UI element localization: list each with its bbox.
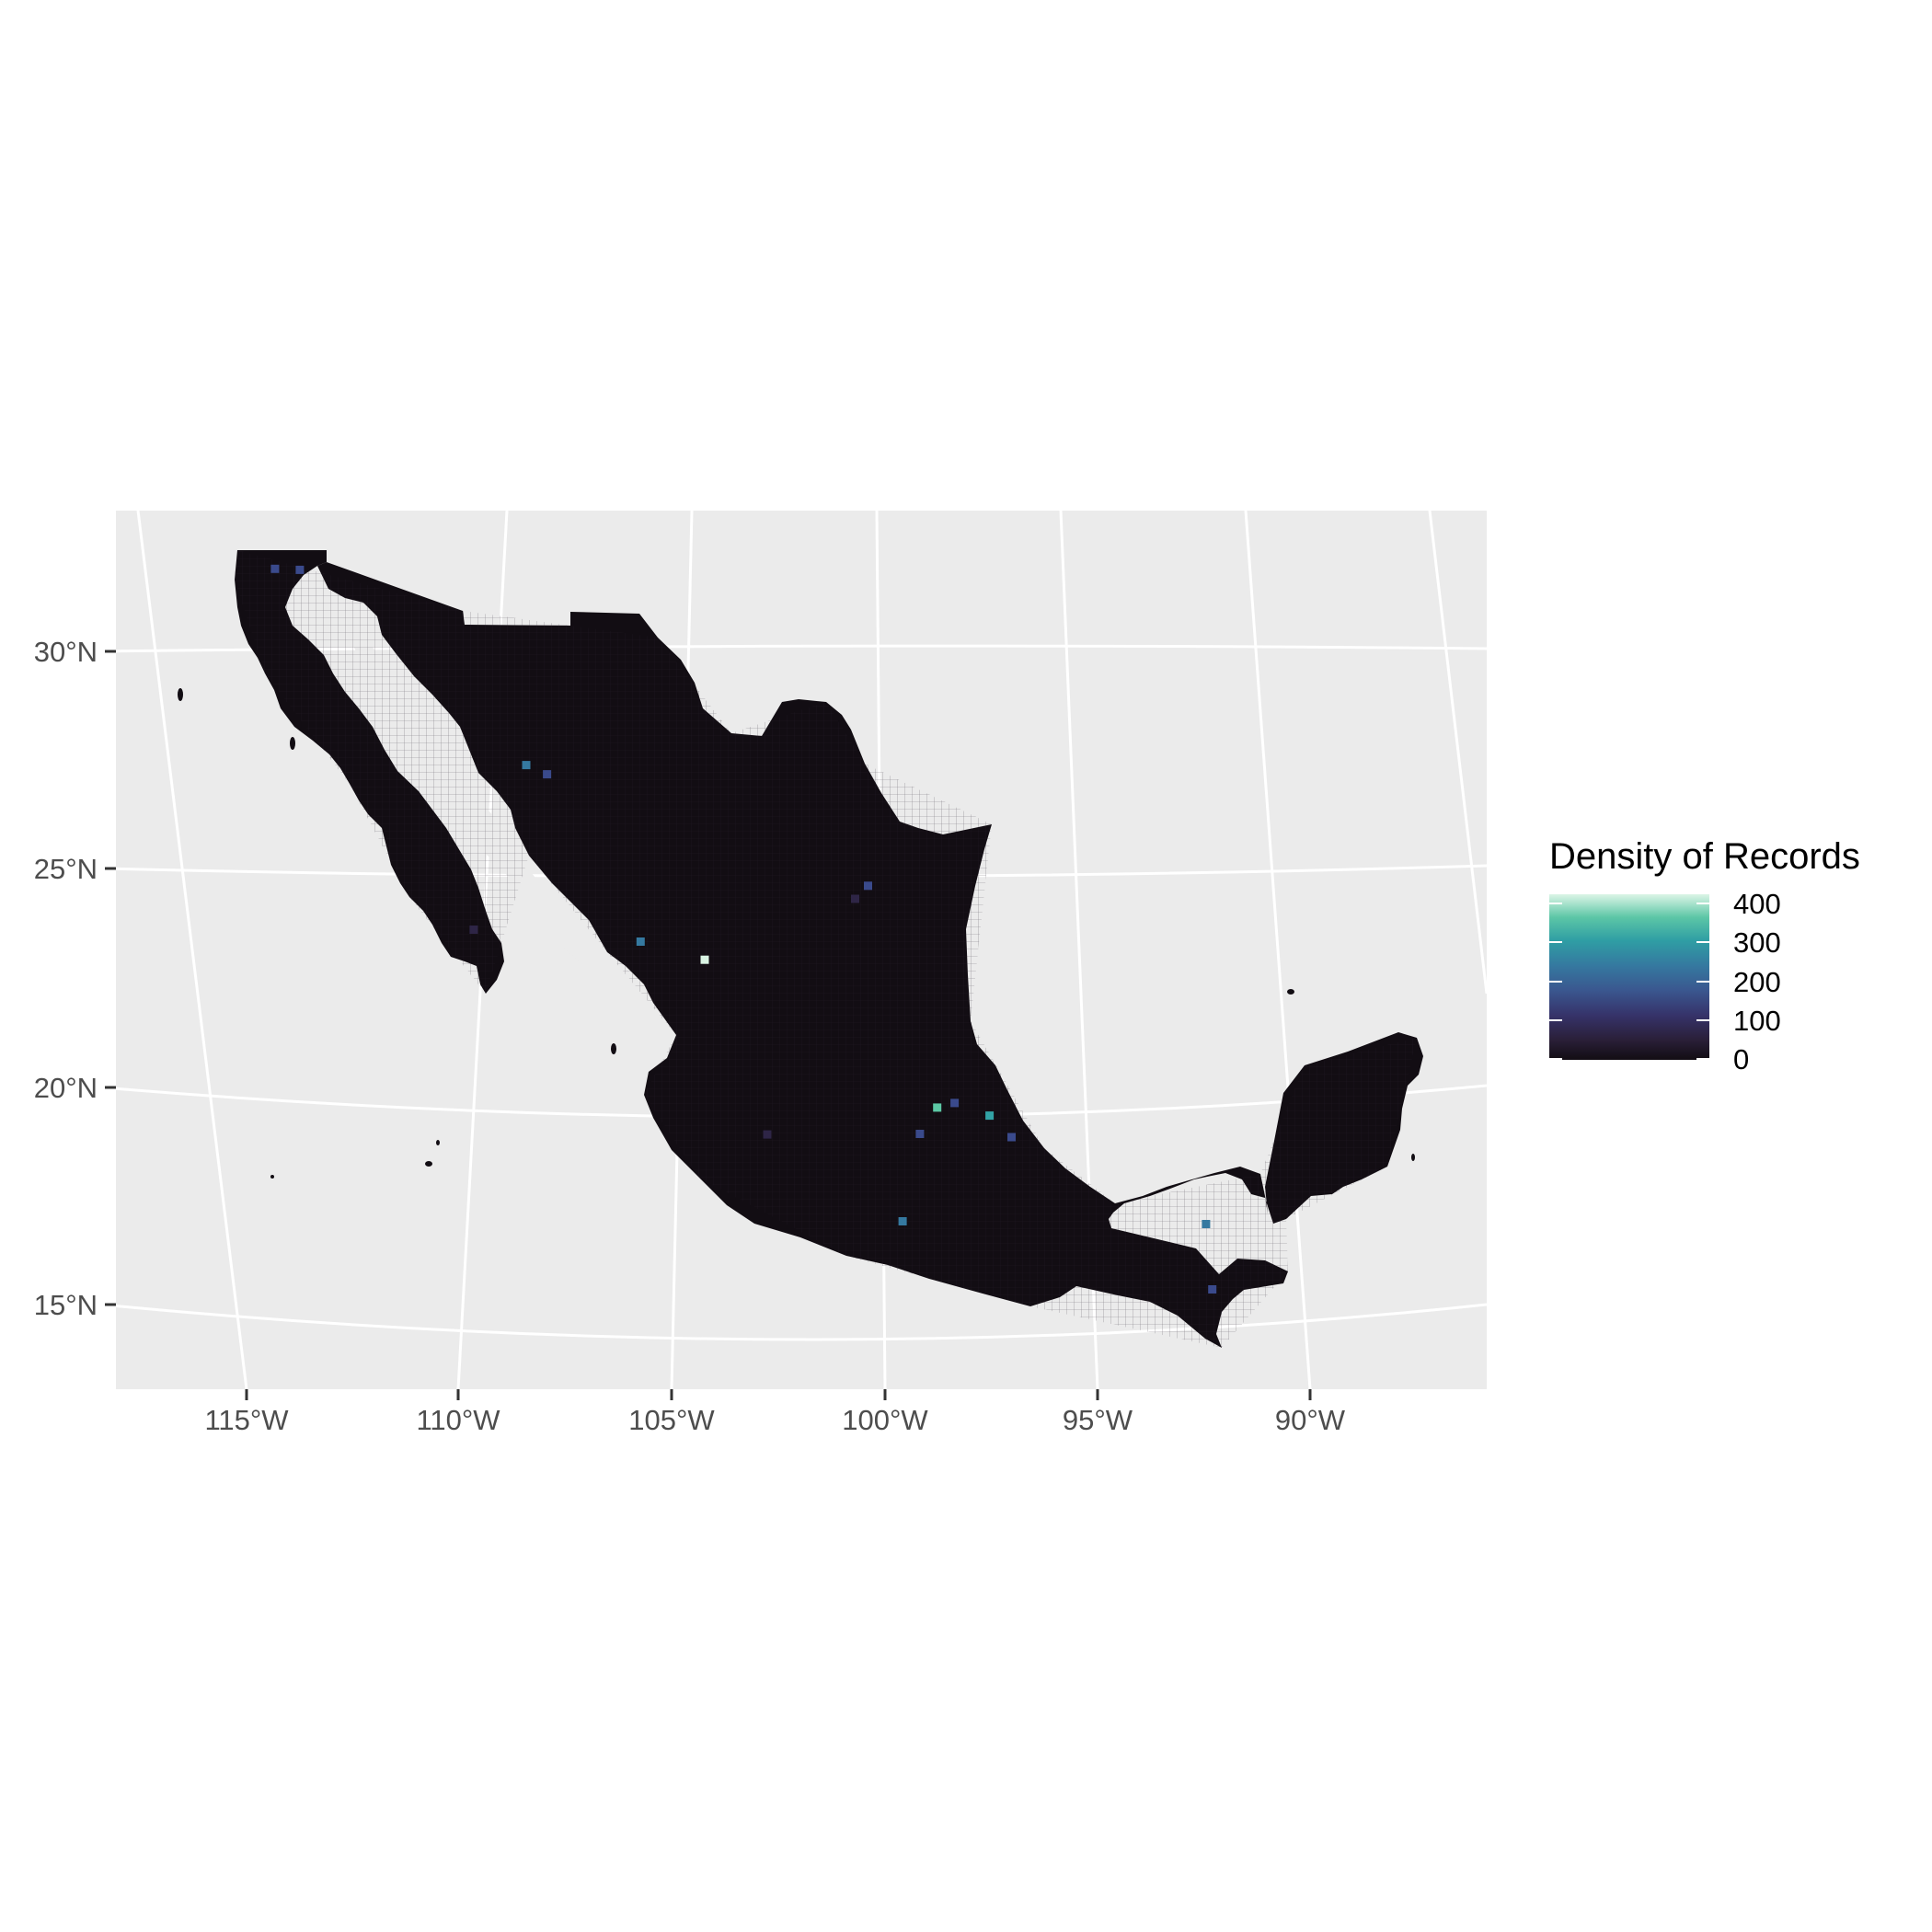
hotspot-cells [270, 564, 1217, 1294]
x-tick-95w: 95°W [1063, 1404, 1133, 1436]
y-tick-30n: 30°N [34, 636, 98, 668]
x-tick-105w: 105°W [628, 1404, 715, 1436]
hotspot-cell-7 [864, 881, 872, 891]
island-7 [270, 1175, 274, 1179]
hotspot-cell-16 [763, 1130, 772, 1139]
island-3 [611, 1043, 616, 1054]
y-tick-25n: 25°N [34, 853, 98, 885]
island-1 [178, 688, 183, 701]
hotspot-cell-12 [898, 1217, 907, 1225]
hotspot-cell-15 [469, 926, 478, 934]
legend-label-0: 0 [1733, 1043, 1749, 1075]
hotspot-cell-1 [295, 565, 305, 574]
legend-label-300: 300 [1733, 926, 1781, 959]
legend-label-400: 400 [1733, 888, 1781, 920]
parallel-15n [116, 1303, 1487, 1341]
hotspot-cell-13 [1202, 1220, 1211, 1228]
meridian-90w [1244, 511, 1312, 1389]
island-6 [1287, 989, 1294, 995]
island-5 [436, 1140, 440, 1145]
island-4 [425, 1161, 432, 1167]
hotspot-cell-6 [851, 894, 859, 903]
x-tick-110w: 110°W [416, 1404, 500, 1436]
legend-label-200: 200 [1733, 966, 1781, 998]
hotspot-cell-0 [270, 564, 280, 573]
island-8 [1411, 1154, 1415, 1161]
y-tick-20n: 20°N [34, 1072, 98, 1104]
hotspot-cell-3 [543, 770, 552, 779]
meridian-85w [1428, 511, 1487, 995]
x-tick-100w: 100°W [842, 1404, 928, 1436]
y-tick-15n: 15°N [34, 1289, 98, 1321]
legend: Density of Records 0 100 200 300 400 [1549, 836, 1860, 1075]
hotspot-cell-10 [985, 1111, 995, 1121]
x-axis: 115°W 110°W 105°W 100°W 95°W 90°W [204, 1389, 1346, 1436]
hotspot-cell-9 [950, 1098, 960, 1108]
hotspot-cell-5 [700, 955, 709, 964]
hotspot-cell-8 [933, 1103, 942, 1112]
legend-colorbar [1549, 894, 1709, 1060]
x-tick-115w: 115°W [204, 1404, 289, 1436]
meridian-115w [136, 511, 248, 1389]
island-2 [290, 737, 295, 750]
x-tick-90w: 90°W [1275, 1404, 1346, 1436]
legend-label-100: 100 [1733, 1005, 1781, 1037]
hotspot-cell-4 [636, 937, 645, 946]
grid-cells-overlay [235, 550, 1417, 1348]
legend-title: Density of Records [1549, 836, 1860, 877]
islands [178, 688, 1415, 1179]
hotspot-cell-11 [915, 1130, 925, 1138]
hotspot-cell-17 [1007, 1133, 1016, 1142]
hotspot-cell-14 [1208, 1285, 1217, 1294]
hotspot-cell-2 [522, 761, 531, 770]
y-axis: 30°N 25°N 20°N 15°N [34, 636, 116, 1321]
